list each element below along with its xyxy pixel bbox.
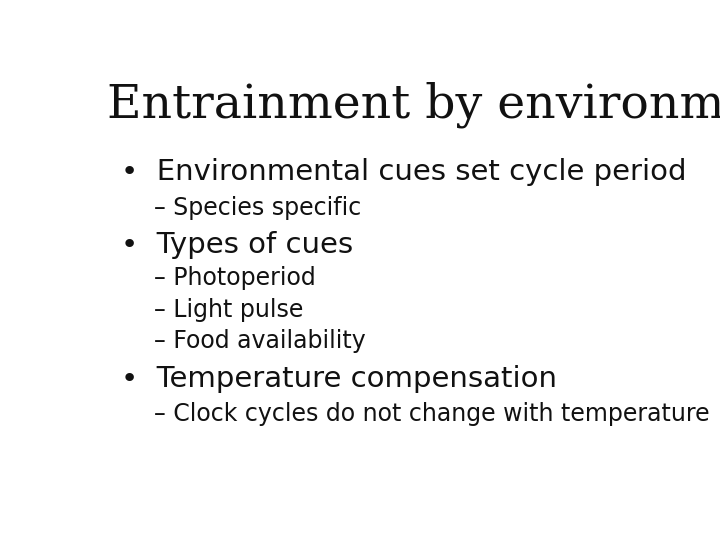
Text: – Light pulse: – Light pulse [154, 298, 304, 322]
Text: •  Types of cues: • Types of cues [121, 231, 353, 259]
Text: – Photoperiod: – Photoperiod [154, 266, 316, 291]
Text: – Clock cycles do not change with temperature: – Clock cycles do not change with temper… [154, 402, 710, 426]
Text: – Species specific: – Species specific [154, 196, 361, 220]
Text: •  Temperature compensation: • Temperature compensation [121, 365, 557, 393]
Text: – Food availability: – Food availability [154, 329, 366, 353]
Text: Entrainment by environmental cycles: Entrainment by environmental cycles [107, 82, 720, 128]
Text: •  Environmental cues set cycle period: • Environmental cues set cycle period [121, 158, 686, 186]
